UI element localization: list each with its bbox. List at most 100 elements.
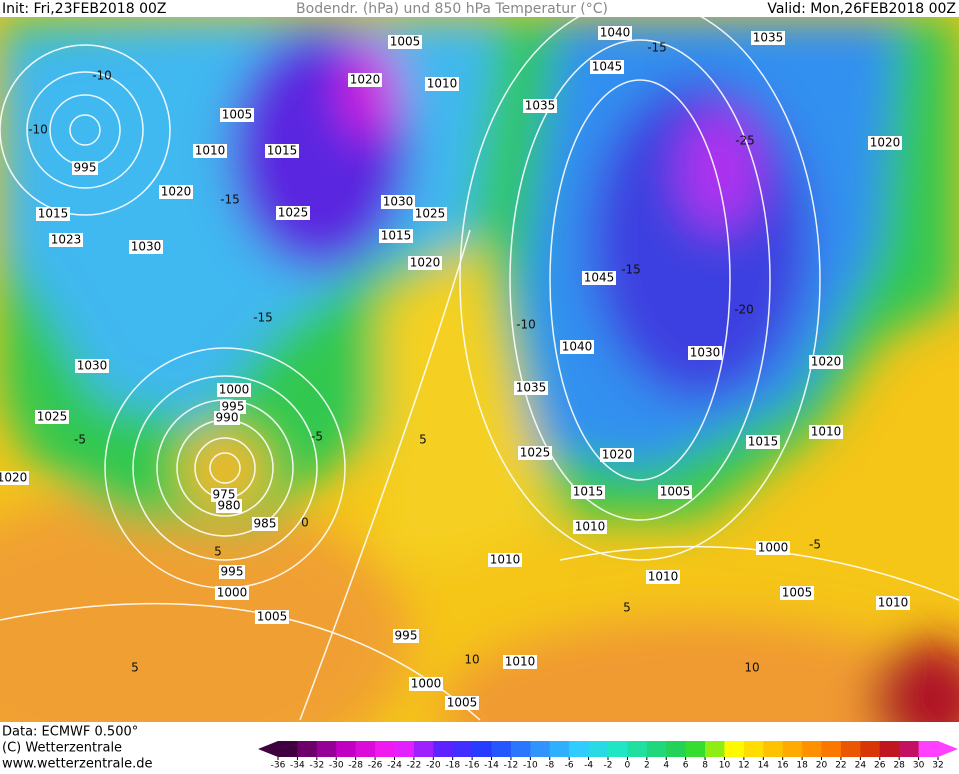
isobar-label-box: [217, 383, 251, 397]
color-bar-label: 26: [874, 761, 886, 771]
isobar-label-box: [381, 195, 415, 209]
isobar-label: 1010: [575, 520, 606, 534]
isobar-label: 1035: [525, 99, 556, 113]
isobar-label-box: [348, 73, 382, 87]
color-bar-segment: [278, 741, 298, 757]
isobar-label-box: [211, 488, 237, 502]
color-bar-segment: [452, 741, 473, 757]
color-bar-label: -2: [604, 761, 613, 771]
isobar-label-box: [503, 655, 537, 669]
color-bar-segment: [918, 741, 939, 757]
isobar-label: 1023: [51, 233, 82, 247]
color-bar-label: -16: [465, 761, 480, 771]
isobar-label-box: [220, 400, 246, 414]
color-bar-label: 22: [835, 761, 846, 771]
color-bar-segment: [627, 741, 648, 757]
color-bar-label: 14: [758, 761, 770, 771]
isobar-label-box: [868, 136, 902, 150]
isobar-label-box: [0, 471, 29, 485]
isobar-label: 1010: [195, 144, 226, 158]
isobar-label: 1005: [222, 108, 253, 122]
color-bar-segment: [413, 741, 434, 757]
color-bar-label: -32: [309, 761, 324, 771]
isobar-label-box: [582, 271, 616, 285]
isobar-label: 1010: [427, 77, 458, 91]
isobar-label-box: [573, 520, 607, 534]
isobar-label: 1030: [690, 346, 721, 360]
color-bar-arrow: [938, 741, 958, 757]
isobar-label: 1030: [77, 359, 108, 373]
color-bar-label: 32: [932, 761, 943, 771]
isobar-label: 1035: [516, 381, 547, 395]
isobar-label-box: [523, 99, 557, 113]
isobar-label-box: [571, 485, 605, 499]
isobar-label-box: [445, 696, 479, 710]
isobar-label: 1045: [584, 271, 615, 285]
isobar-label: 1025: [520, 446, 551, 460]
color-bar-segment: [336, 741, 357, 757]
color-bar-segment: [608, 741, 628, 757]
isobar-label: 980: [218, 499, 241, 513]
color-bar-segment: [802, 741, 823, 757]
isobar-label: 1000: [217, 586, 248, 600]
temperature-label: 10: [464, 653, 479, 667]
isobar-label-box: [129, 240, 163, 254]
isobar-label: 1020: [602, 448, 633, 462]
isobar-label: 1020: [161, 185, 192, 199]
temperature-label: 5: [214, 545, 222, 559]
isobar-label: 1020: [870, 136, 901, 150]
isobar-label-box: [252, 517, 278, 531]
website: www.wetterzentrale.de: [2, 757, 152, 771]
isobar-label: 1010: [878, 596, 909, 610]
temperature-label: -10: [92, 69, 112, 83]
isobar-label: 1000: [219, 383, 250, 397]
isobar-label-box: [216, 499, 242, 513]
isobar-label: 1000: [758, 541, 789, 555]
temperature-label: -15: [253, 311, 273, 325]
isobar-label: 1010: [490, 553, 521, 567]
isobar-label-box: [49, 233, 83, 247]
temperature-label: 10: [744, 661, 759, 675]
color-bar-segment: [763, 741, 784, 757]
color-bar-label: -18: [445, 761, 460, 771]
isobar-label: 1020: [0, 471, 27, 485]
isobar-label-box: [265, 144, 299, 158]
isobar-label: 1010: [811, 425, 842, 439]
isobar-label-box: [600, 448, 634, 462]
color-bar-segment: [549, 741, 570, 757]
init-time: Init: Fri,23FEB2018 00Z: [2, 1, 166, 17]
data-source: Data: ECMWF 0.500°: [2, 725, 138, 740]
color-bar-arrow: [258, 741, 278, 757]
isobar-label-box: [220, 108, 254, 122]
isobar-label: 1020: [410, 256, 441, 270]
copyright: (C) Wetterzentrale: [2, 741, 122, 756]
isobar-label-box: [72, 161, 98, 175]
isobar-label-box: [219, 565, 245, 579]
isobar-label-box: [276, 206, 310, 220]
color-bar: -36 -34 -32 -30 -28 -26 -24 -22 -20 -18 -16 -14 -12-…: [258, 741, 958, 771]
temperature-label: -15: [220, 193, 240, 207]
temperature-label: 5: [131, 661, 139, 675]
color-bar-segment: [879, 741, 900, 757]
color-bar-label: -28: [348, 761, 363, 771]
isobar-label: 995: [395, 629, 418, 643]
color-bar-label: 28: [893, 761, 905, 771]
isobar-label: 1005: [390, 35, 421, 49]
color-bar-label: 12: [738, 761, 749, 771]
color-bar-label: -24: [387, 761, 402, 771]
color-bar-label: -6: [565, 761, 574, 771]
isobar-label: 1015: [267, 144, 298, 158]
isobar-label: 1010: [505, 655, 536, 669]
isobar-label-box: [514, 381, 548, 395]
isobar-label: 990: [216, 411, 239, 425]
temperature-label: -10: [28, 123, 48, 137]
temperature-label: -5: [74, 433, 86, 447]
isobar-label: 1005: [257, 610, 288, 624]
isobar-label: 1005: [660, 485, 691, 499]
isobar-label: 1020: [811, 355, 842, 369]
isobar-label-box: [215, 586, 249, 600]
map-title: Bodendr. (hPa) und 850 hPa Temperatur (°…: [296, 1, 608, 17]
isobar-label-box: [809, 425, 843, 439]
